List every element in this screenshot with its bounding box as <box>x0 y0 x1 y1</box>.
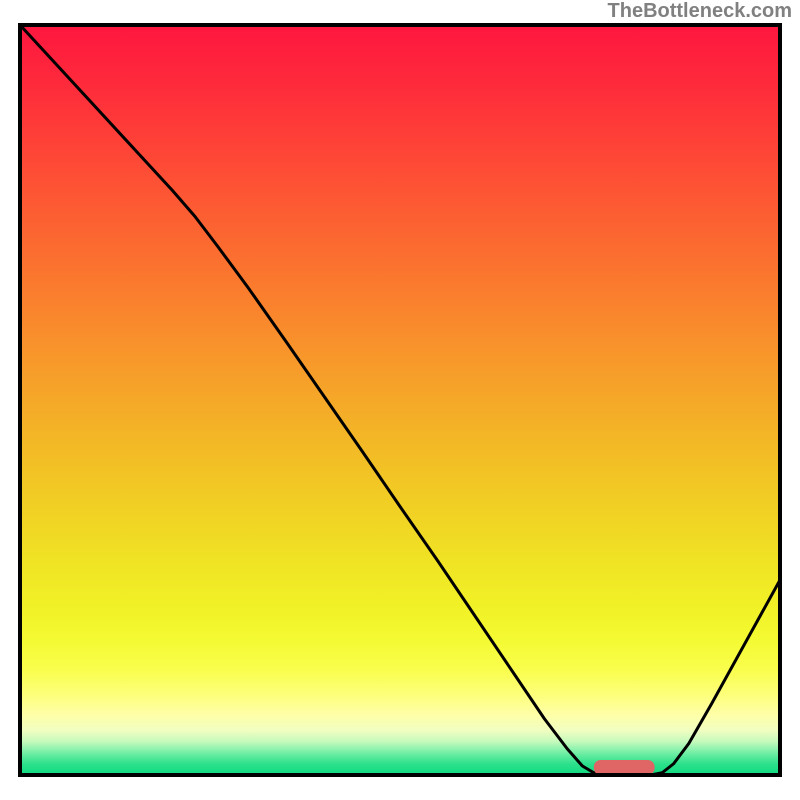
attribution-label: TheBottleneck.com <box>608 0 792 23</box>
plot-background <box>20 25 780 775</box>
chart-container: { "attribution": { "text": "TheBottlenec… <box>0 0 800 800</box>
bottleneck-chart <box>0 0 800 800</box>
optimal-marker <box>594 760 655 775</box>
